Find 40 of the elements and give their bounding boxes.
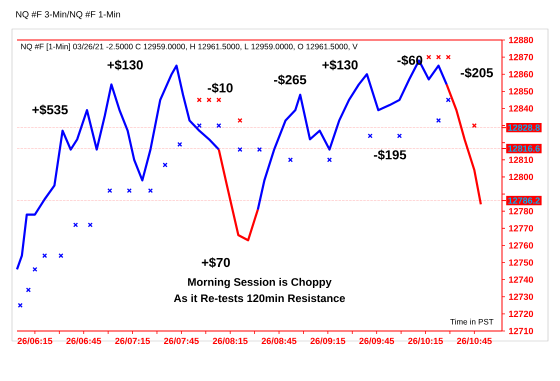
y-tick-label: 12800 (509, 174, 534, 180)
y-tick-label: 12740 (509, 276, 534, 283)
x-tick-label: 26/09:45 (359, 338, 394, 344)
y-tick-label: 12720 (509, 310, 534, 318)
x-tick-label: 26/07:45 (164, 338, 199, 344)
y-tick-label: 12730 (509, 294, 534, 300)
annotation: +$130 (322, 60, 358, 70)
y-tick-label: 12870 (509, 54, 534, 60)
annotation: -$60 (397, 55, 422, 66)
x-tick-label: 26/07:15 (115, 338, 150, 344)
x-tick-label: 26/06:45 (66, 338, 102, 344)
y-tick-label: 12850 (509, 88, 534, 95)
ref-line-label: 12816.6 (508, 145, 540, 152)
y-tick-label: 12880 (509, 36, 534, 44)
chart-title: NQ #F 3-Min/NQ #F 1-Min (16, 10, 120, 20)
x-tick-label: 26/10:45 (456, 338, 492, 344)
annotation: Morning Session is Choppy (188, 278, 332, 288)
annotation: +$535 (32, 104, 68, 116)
annotation: As it Re-tests 120min Resistance (174, 294, 345, 302)
annotation: -$10 (208, 82, 233, 94)
y-tick-label: 12860 (509, 71, 534, 78)
x-tick-label: 26/09:15 (310, 338, 346, 344)
annotation: +$130 (108, 60, 143, 70)
x-tick-label: 26/08:45 (262, 338, 296, 344)
x-tick-label: 26/10:15 (408, 338, 443, 344)
y-tick-label: 12810 (509, 156, 534, 163)
y-tick-label: 12750 (509, 259, 534, 266)
y-tick-label: 12840 (509, 105, 534, 112)
annotation: -$265 (274, 74, 306, 86)
y-tick-label: 12710 (509, 328, 534, 334)
ref-line-label: 12828.8 (508, 124, 540, 131)
x-tick-label: 26/08:15 (212, 338, 248, 344)
ref-line-label: 12786.2 (508, 197, 540, 204)
y-tick-label: 12760 (509, 242, 534, 249)
y-tick-label: 12780 (509, 208, 534, 214)
annotation: +$70 (202, 257, 230, 268)
annotation: -$195 (374, 150, 406, 160)
annotation: -$205 (460, 68, 493, 78)
x-tick-label: 26/06:15 (18, 338, 52, 344)
y-tick-label: 12770 (509, 225, 534, 232)
